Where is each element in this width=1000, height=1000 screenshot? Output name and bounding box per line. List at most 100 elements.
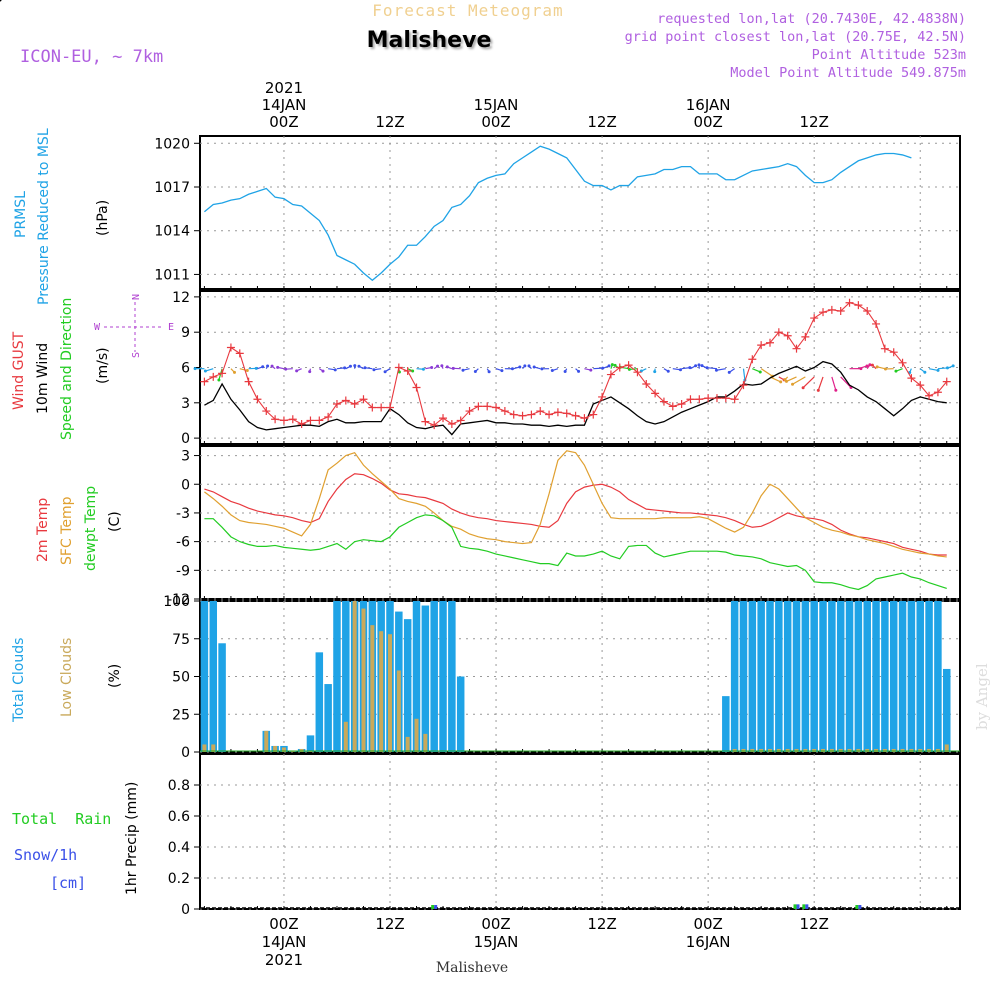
wind-arrow-head xyxy=(613,363,617,367)
wind-gust-marker xyxy=(474,402,483,411)
wind-arrow-head xyxy=(445,365,449,369)
low-cloud-bar xyxy=(785,748,790,752)
low-cloud-bar xyxy=(281,747,286,752)
top-time-label: 16JAN xyxy=(686,96,731,114)
wind-gust-marker xyxy=(774,328,783,337)
low-cloud-bar xyxy=(882,748,887,752)
precip-unit: 1hr Precip (mm) xyxy=(124,782,140,895)
pressure-line xyxy=(204,145,912,282)
temp-2m-line xyxy=(204,473,947,556)
wind-gust-marker xyxy=(253,395,262,404)
wind-gust-marker xyxy=(739,381,748,390)
wind-arrow xyxy=(928,368,939,372)
bottom-time-label: 2021 xyxy=(265,951,303,969)
wind-gust-marker xyxy=(942,377,951,386)
wind-gust-marker xyxy=(757,341,766,350)
low-cloud-bar xyxy=(388,634,392,752)
wind-gust-marker xyxy=(827,305,836,314)
wind-gust-marker xyxy=(677,399,686,408)
temp-2m-label: 2m Temp xyxy=(35,498,51,562)
model-label: ICON-EU, ~ 7km xyxy=(20,47,163,67)
low-cloud-bar xyxy=(935,748,940,752)
wind-gust-marker xyxy=(394,363,403,372)
wind-gust-marker xyxy=(819,308,828,317)
low-cloud-bar xyxy=(847,748,852,752)
low-cloud-bar xyxy=(829,748,834,752)
clouds-total-label: Total Clouds xyxy=(11,638,27,723)
wind-gust-marker xyxy=(456,416,465,425)
panel-clouds: 0 25 50 75 100 xyxy=(163,594,961,761)
bottom-time-label: 12Z xyxy=(587,915,616,933)
wind-gust-marker xyxy=(315,416,324,425)
wind-gust-marker xyxy=(898,358,907,367)
wind-gust-marker xyxy=(580,414,589,423)
wind-arrow-head xyxy=(714,368,718,372)
wind-gust-marker xyxy=(518,411,527,420)
wind-arrow-head xyxy=(894,369,898,373)
wind-arrow-head xyxy=(532,365,536,369)
low-cloud-bar xyxy=(909,748,914,752)
total-cloud-bar xyxy=(757,601,765,752)
wind-arrow-head xyxy=(868,363,872,367)
y-tick-label: 1011 xyxy=(154,267,190,283)
wind-gust-marker xyxy=(527,410,536,419)
low-cloud-bar xyxy=(821,748,826,752)
total-cloud-bar xyxy=(854,601,863,752)
y-tick-label: 12 xyxy=(172,290,190,306)
low-cloud-bar xyxy=(352,601,357,752)
low-cloud-bar xyxy=(423,733,428,752)
wind-gust-marker xyxy=(748,355,757,364)
y-tick-label: 0.8 xyxy=(168,778,190,794)
wind-arrow-head xyxy=(779,380,783,384)
pressure-label-2: Pressure Reduced to MSL xyxy=(36,128,52,305)
y-tick-label: 0 xyxy=(181,902,190,918)
wind-arrow-head xyxy=(295,369,299,373)
wind-arrow xyxy=(593,367,603,370)
snow-bar xyxy=(434,905,438,909)
wind-arrow-head xyxy=(261,365,265,369)
y-tick-label: 0.6 xyxy=(168,809,190,825)
total-cloud-bar xyxy=(430,601,438,752)
total-cloud-bar xyxy=(439,601,447,752)
rain-bar xyxy=(793,904,797,909)
wind-gust-marker xyxy=(880,344,889,353)
panel-frame xyxy=(199,445,961,600)
wind-gust-marker xyxy=(492,403,501,412)
temp-unit: (C) xyxy=(107,511,123,532)
wind-gust-marker xyxy=(306,416,315,425)
wind-gust-marker xyxy=(651,389,660,398)
wind-arrow-head xyxy=(518,365,522,369)
wind-arrow xyxy=(817,376,824,391)
wind-arrow-head xyxy=(801,386,805,390)
panel-frame xyxy=(199,753,961,910)
wind-arrow-head xyxy=(487,370,491,374)
wind-arrow-head xyxy=(245,369,249,373)
wind-arrow-head xyxy=(232,370,236,374)
wind-gust-marker xyxy=(465,407,474,416)
wind-gust-marker xyxy=(766,338,774,347)
wind-arrow-head xyxy=(510,367,514,371)
wind-gust-marker xyxy=(792,344,801,353)
bottom-time-label: 12Z xyxy=(799,915,828,933)
wind-arrow-head xyxy=(430,366,434,370)
bottom-time-label: 14JAN xyxy=(262,933,307,951)
wind-gust-marker xyxy=(642,379,651,388)
temp-sfc-label: SFC Temp xyxy=(59,496,75,565)
y-tick-label: 6 xyxy=(181,361,190,377)
wind-arrow-head xyxy=(875,365,879,369)
total-cloud-bar xyxy=(836,601,845,752)
wind-arrow xyxy=(802,376,815,389)
wind-gust-marker xyxy=(668,402,677,411)
wind-arrow-head xyxy=(343,366,347,370)
compass-e: E xyxy=(168,322,174,333)
wind-gust-marker xyxy=(562,409,571,418)
wind-gust-marker xyxy=(933,388,942,397)
wind-arrow-head xyxy=(816,388,820,392)
low-cloud-bar xyxy=(361,608,366,752)
wind-arrow-head xyxy=(540,367,544,371)
pressure-label-1: PRMSL xyxy=(13,191,29,238)
total-cloud-bar xyxy=(783,601,792,752)
wind-arrow xyxy=(707,367,718,370)
wind-arrow-head xyxy=(784,379,788,383)
bottom-time-label: 00Z xyxy=(693,915,722,933)
